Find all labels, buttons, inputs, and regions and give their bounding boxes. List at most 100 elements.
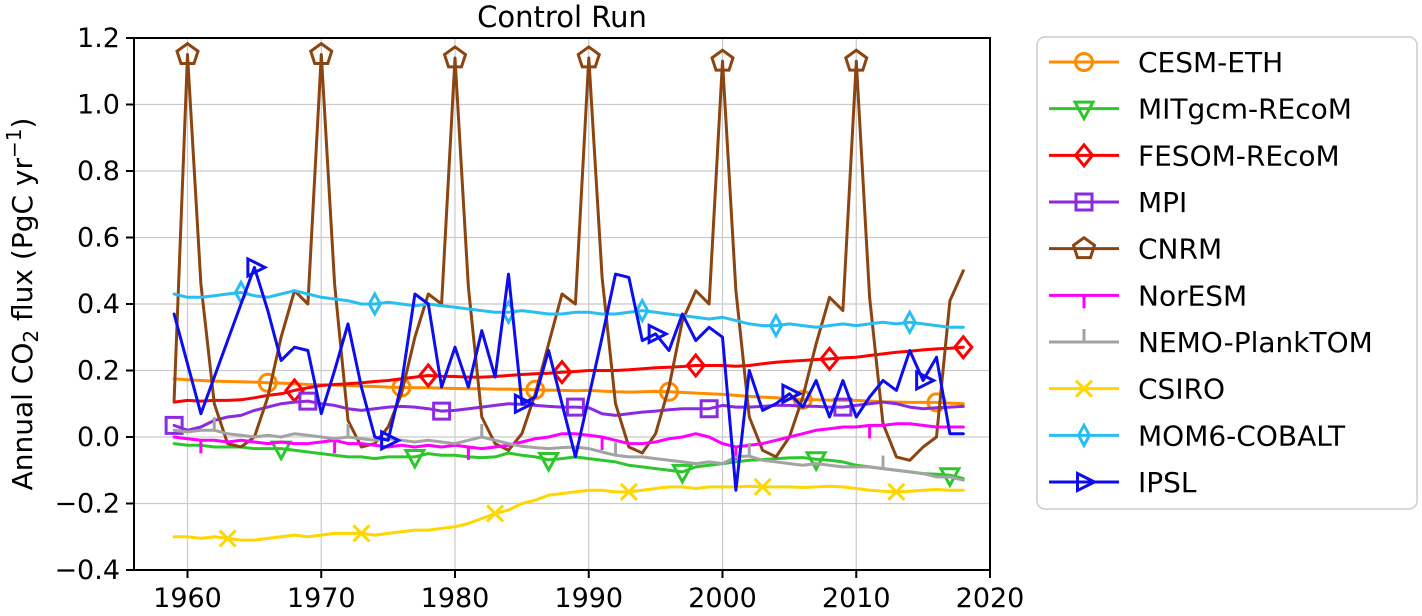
marker-> bbox=[781, 382, 804, 405]
marker-d bbox=[768, 312, 784, 339]
marker-v bbox=[537, 451, 561, 474]
marker-> bbox=[1076, 471, 1098, 493]
marker-> bbox=[647, 322, 670, 345]
marker-s bbox=[833, 397, 853, 417]
marker-p bbox=[710, 48, 735, 72]
marker-p bbox=[1071, 235, 1097, 260]
y-tick-label: −0.2 bbox=[54, 489, 120, 520]
x-tick-label: 1980 bbox=[421, 583, 490, 612]
marker-p bbox=[576, 45, 602, 69]
marker-x bbox=[352, 524, 371, 543]
marker-d bbox=[635, 297, 650, 324]
legend-item-NEMO-PlankTOM: NEMO-PlankTOM bbox=[1049, 326, 1373, 359]
series-layer bbox=[164, 41, 974, 548]
legend-label-CESM-ETH: CESM-ETH bbox=[1138, 46, 1283, 79]
marker-x bbox=[619, 482, 638, 501]
legend-label-IPSL: IPSL bbox=[1138, 466, 1197, 499]
grid-layer bbox=[134, 37, 991, 571]
marker-v bbox=[804, 451, 828, 473]
marker-p bbox=[442, 45, 468, 69]
legend-item-CNRM: CNRM bbox=[1049, 233, 1222, 266]
marker-D bbox=[819, 345, 840, 372]
marker-s bbox=[298, 391, 318, 411]
series-line-CSIRO bbox=[172, 484, 965, 542]
legend-item-FESOM-REcoM: FESOM-REcoM bbox=[1049, 139, 1340, 172]
legend-label-NEMO-PlankTOM: NEMO-PlankTOM bbox=[1138, 326, 1373, 359]
series-line-CNRM bbox=[172, 53, 965, 462]
marker-s bbox=[432, 401, 452, 421]
marker-v bbox=[403, 448, 427, 471]
x-tick-label: 2000 bbox=[688, 583, 757, 612]
series-IPSL bbox=[172, 256, 965, 492]
y-tick-label: 0.8 bbox=[77, 156, 120, 187]
legend-label-FESOM-REcoM: FESOM-REcoM bbox=[1138, 139, 1340, 172]
marker-x bbox=[486, 504, 505, 523]
marker-p bbox=[843, 48, 869, 72]
axes-layer: 1960 1970 1980 1990 2000 2010 2020 −0.4 −0.2 0.0 0… bbox=[54, 23, 1025, 614]
x-tick-label: 1960 bbox=[153, 583, 222, 612]
marker-D bbox=[551, 359, 573, 386]
legend-label-MITgcm-REcoM: MITgcm-REcoM bbox=[1138, 93, 1352, 126]
marker-o bbox=[1074, 52, 1094, 72]
marker-x bbox=[218, 529, 237, 548]
legend-item-CESM-ETH: CESM-ETH bbox=[1049, 46, 1283, 79]
marker-v bbox=[1072, 100, 1096, 122]
marker-D bbox=[685, 352, 707, 379]
legend-item-NorESM: NorESM bbox=[1049, 279, 1247, 312]
series-line-IPSL bbox=[172, 265, 965, 492]
y-tick-label: 1.2 bbox=[77, 23, 120, 54]
marker-s bbox=[1074, 192, 1094, 212]
marker-p bbox=[175, 41, 200, 66]
y-tick-label: 0.2 bbox=[77, 356, 120, 387]
series-line-MITgcm-REcoM bbox=[172, 442, 965, 481]
marker-d bbox=[367, 290, 382, 318]
marker-> bbox=[915, 369, 937, 392]
legend-item-MPI: MPI bbox=[1049, 186, 1187, 219]
legend-label-MOM6-COBALT: MOM6-COBALT bbox=[1138, 419, 1346, 452]
y-tick-label: 0.6 bbox=[77, 223, 120, 254]
marker-D bbox=[952, 334, 974, 361]
marker-v bbox=[670, 463, 694, 486]
series-CSIRO bbox=[172, 477, 965, 548]
marker-> bbox=[246, 256, 269, 279]
legend-item-MITgcm-REcoM: MITgcm-REcoM bbox=[1049, 93, 1352, 126]
x-tick-label: 2020 bbox=[956, 583, 1025, 612]
legend-label-NorESM: NorESM bbox=[1138, 279, 1247, 312]
y-tick-label: 0.0 bbox=[77, 422, 120, 453]
y-tick-label: −0.4 bbox=[54, 555, 120, 586]
marker-x bbox=[1074, 379, 1094, 398]
marker-> bbox=[380, 429, 402, 452]
x-tick-label: 1990 bbox=[554, 583, 623, 612]
series-line-NEMO-PlankTOM bbox=[172, 428, 965, 482]
marker-d bbox=[1076, 422, 1092, 449]
marker-s bbox=[699, 399, 719, 419]
legend-item-MOM6-COBALT: MOM6-COBALT bbox=[1049, 419, 1346, 452]
chart-title: Control Run bbox=[477, 0, 647, 34]
marker-x bbox=[753, 477, 772, 496]
marker-x bbox=[887, 482, 906, 501]
legend-label-CNRM: CNRM bbox=[1138, 233, 1222, 266]
legend-item-IPSL: IPSL bbox=[1049, 466, 1197, 499]
legend-label-CSIRO: CSIRO bbox=[1138, 373, 1225, 406]
series-NEMO-PlankTOM bbox=[172, 417, 965, 482]
legend: CESM-ETH MITgcm-REcoM FESOM-REcoM MPI CNRM No… bbox=[1036, 36, 1418, 510]
legend-item-CSIRO: CSIRO bbox=[1049, 373, 1225, 406]
series-CNRM bbox=[172, 41, 965, 462]
y-axis-label: Annual CO2 flux (PgC yr−1) bbox=[2, 118, 43, 491]
legend-label-MPI: MPI bbox=[1138, 186, 1187, 219]
marker-> bbox=[513, 392, 536, 415]
y-tick-label: 1.0 bbox=[77, 90, 120, 121]
series-line-CESM-ETH bbox=[172, 377, 965, 406]
marker-s bbox=[164, 415, 184, 435]
marker-p bbox=[308, 41, 334, 66]
series-line-MOM6-COBALT bbox=[172, 289, 965, 329]
marker-D bbox=[1073, 142, 1095, 169]
y-tick-label: 0.4 bbox=[77, 289, 120, 320]
marker-D bbox=[417, 362, 439, 389]
x-tick-label: 2010 bbox=[822, 583, 891, 612]
marker-d bbox=[902, 309, 917, 336]
x-tick-label: 1970 bbox=[287, 583, 356, 612]
legend-box bbox=[1036, 36, 1418, 510]
